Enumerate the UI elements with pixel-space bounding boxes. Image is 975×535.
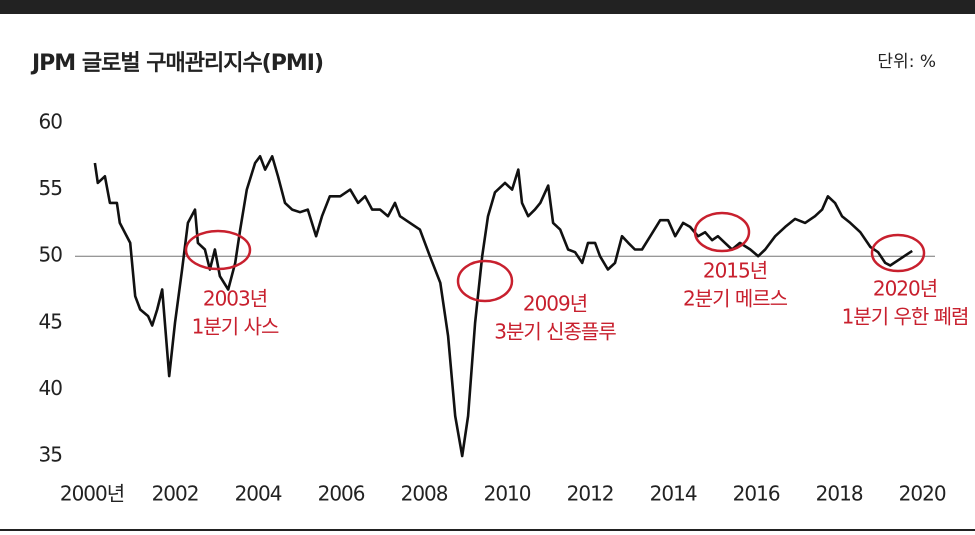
x-tick-label: 2012 [567,482,614,506]
y-tick-label: 40 [39,376,63,400]
annotation-circle [184,229,252,271]
y-tick-label: 55 [39,176,62,200]
bottom-rule [0,529,975,531]
annotation-text: 2020년 [873,277,937,301]
x-tick-label: 2000년 [60,482,124,506]
annotation-text: 2015년 [703,259,767,283]
annotation-text: 1분기 우한 폐렴 [842,305,969,329]
y-tick-label: 45 [39,309,62,333]
unit-label: 단위: % [877,52,936,72]
annotation-circle [870,233,926,273]
x-tick-label: 2018 [816,482,863,506]
annotation-text: 2009년 [523,292,587,316]
x-tick-label: 2016 [733,482,780,506]
x-tick-label: 2004 [235,482,282,506]
y-tick-label: 60 [39,110,63,134]
x-tick-label: 2008 [401,482,448,506]
y-tick-label: 35 [39,443,62,467]
data-line [93,155,913,458]
chart-title: JPM 글로벌 구매관리지수(PMI) [30,51,323,76]
x-tick-label: 2002 [152,482,199,506]
annotation-circle [456,259,514,303]
x-tick-label: 2020 [899,482,946,506]
x-tick-label: 2014 [650,482,697,506]
x-tick-label: 2010 [484,482,531,506]
annotation-text: 1분기 사스 [192,315,279,339]
x-tick-label: 2006 [318,482,365,506]
annotation-text: 2003년 [203,287,267,311]
top-bar [0,0,975,14]
y-tick-label: 50 [39,243,63,267]
annotation-text: 2분기 메르스 [683,287,788,311]
annotation-circle [693,211,751,253]
annotation-text: 3분기 신종플루 [494,320,616,344]
